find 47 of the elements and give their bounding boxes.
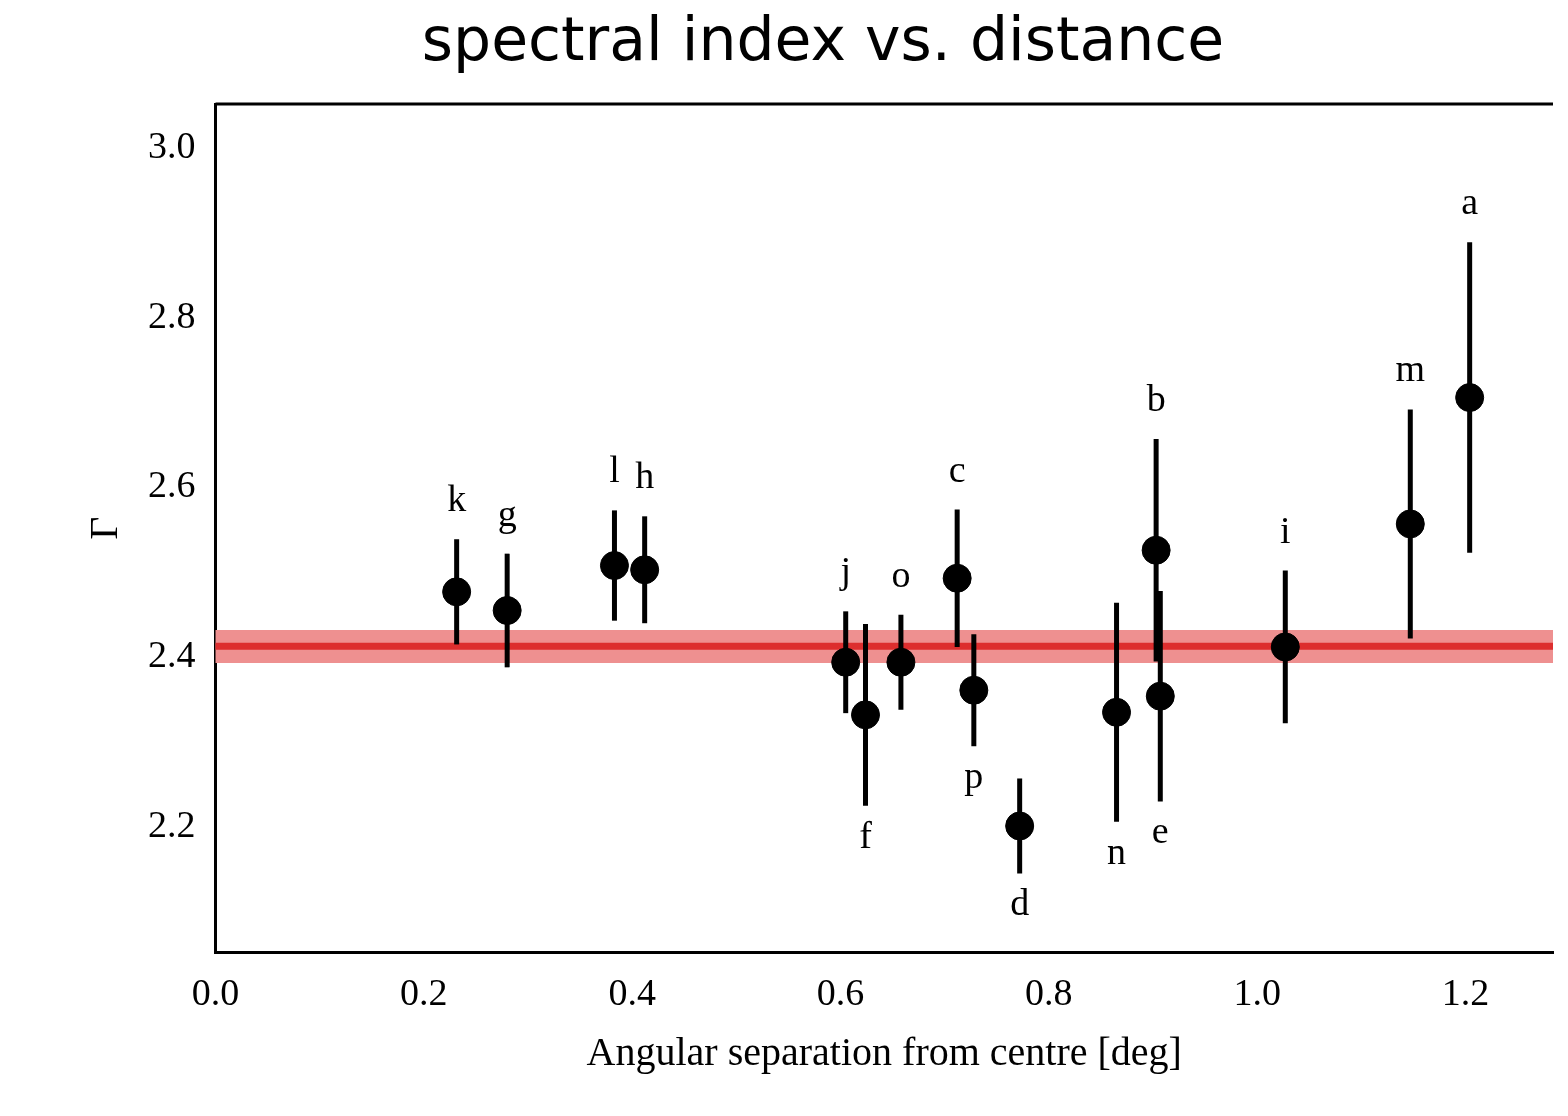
chart-title: spectral index vs. distance [421, 3, 1225, 74]
point [1141, 535, 1171, 565]
annotation: h [635, 454, 655, 497]
y-tick-label: 2.4 [148, 633, 196, 676]
y-axis-title: Γ [80, 516, 126, 540]
annotation: a [1461, 180, 1479, 223]
point [942, 563, 972, 593]
x-tick-label: 0.0 [191, 971, 240, 1014]
point [492, 596, 522, 625]
y-tick-label: 2.6 [148, 463, 196, 506]
annotation: p [964, 754, 984, 797]
annotation: g [497, 491, 517, 534]
point [1005, 811, 1035, 841]
point [886, 647, 916, 677]
annotation: o [891, 552, 911, 595]
x-tick-label: 1.2 [1441, 971, 1490, 1014]
x-tick-label: 1.0 [1233, 971, 1281, 1014]
x-axis-title: Angular separation from centre [deg] [586, 1028, 1182, 1074]
y-tick-label: 2.2 [148, 802, 196, 845]
annotation: d [1010, 881, 1030, 924]
annotation: c [948, 447, 966, 490]
annotation: e [1151, 809, 1169, 852]
y-tick-label: 3.0 [148, 124, 196, 167]
annotation: i [1280, 508, 1291, 551]
annotation: k [447, 477, 467, 520]
annotation: l [609, 448, 620, 491]
point [959, 675, 989, 705]
point [599, 551, 629, 581]
point [1395, 509, 1425, 539]
annotation: f [859, 813, 873, 856]
x-tick-label: 0.2 [400, 971, 448, 1014]
annotation: j [838, 549, 851, 592]
x-tick-label: 0.4 [608, 971, 656, 1014]
point [1455, 383, 1485, 413]
annotation: m [1395, 347, 1426, 390]
point [851, 700, 880, 730]
point [630, 555, 660, 585]
x-tick-label: 0.8 [1025, 971, 1073, 1014]
annotation: n [1107, 829, 1127, 872]
annotation: b [1146, 377, 1166, 420]
y-tick-label: 2.8 [148, 293, 196, 336]
point [442, 577, 472, 607]
point [1270, 632, 1300, 662]
point [1102, 697, 1132, 727]
point [831, 647, 861, 677]
point [1145, 681, 1175, 711]
x-tick-label: 0.6 [816, 971, 865, 1014]
